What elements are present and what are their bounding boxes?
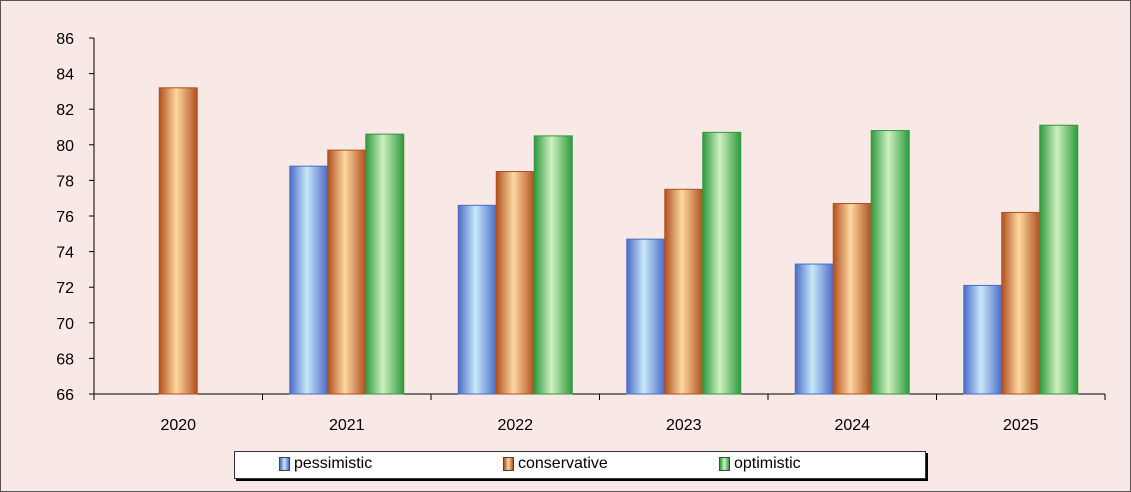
y-tick-label: 72	[56, 280, 74, 297]
y-tick-label: 86	[56, 31, 74, 48]
bar-conservative-2025	[1001, 211, 1041, 395]
bar-pessimistic-2024	[794, 263, 834, 395]
x-tick-label: 2022	[497, 417, 533, 434]
legend-label-pessimistic: pessimistic	[294, 455, 373, 472]
legend-item-optimistic: optimistic	[719, 455, 801, 473]
legend-swatch-pessimistic	[279, 457, 290, 471]
bar-optimistic-2021	[365, 133, 405, 395]
legend-item-pessimistic: pessimistic	[279, 455, 372, 473]
bar-optimistic-2024	[870, 130, 910, 395]
y-tick-label: 84	[56, 67, 74, 84]
y-tick-label: 70	[56, 316, 74, 333]
bar-conservative-2021	[327, 149, 367, 395]
legend-label-conservative: conservative	[518, 455, 608, 472]
bar-pessimistic-2023	[626, 238, 666, 395]
bar-pessimistic-2021	[289, 165, 329, 395]
x-tick-label: 2024	[834, 417, 870, 434]
bar-conservative-2022	[495, 171, 535, 395]
legend-swatch-optimistic	[719, 457, 730, 471]
x-tick-label: 2025	[1003, 417, 1039, 434]
y-tick-label: 78	[56, 173, 74, 190]
bar-pessimistic-2025	[963, 284, 1003, 395]
bar-conservative-2024	[832, 203, 872, 395]
legend-item-conservative: conservative	[503, 455, 608, 473]
bar-optimistic-2022	[533, 135, 573, 395]
bar-conservative-2020	[158, 87, 198, 395]
bar-optimistic-2025	[1039, 124, 1079, 395]
x-tick-label: 2020	[160, 417, 196, 434]
legend-label-optimistic: optimistic	[734, 455, 801, 472]
bar-pessimistic-2022	[457, 204, 497, 395]
legend-swatch-conservative	[503, 457, 514, 471]
bar-conservative-2023	[664, 188, 704, 395]
y-tick-label: 82	[56, 102, 74, 119]
y-tick-label: 66	[56, 387, 74, 404]
y-tick-label: 80	[56, 138, 74, 155]
y-tick-label: 74	[56, 245, 74, 262]
x-tick-label: 2021	[329, 417, 365, 434]
y-tick-label: 68	[56, 351, 74, 368]
bar-optimistic-2023	[702, 131, 742, 395]
x-tick-label: 2023	[666, 417, 702, 434]
legend: pessimistic conservative optimistic	[234, 451, 926, 479]
y-tick-label: 76	[56, 209, 74, 226]
